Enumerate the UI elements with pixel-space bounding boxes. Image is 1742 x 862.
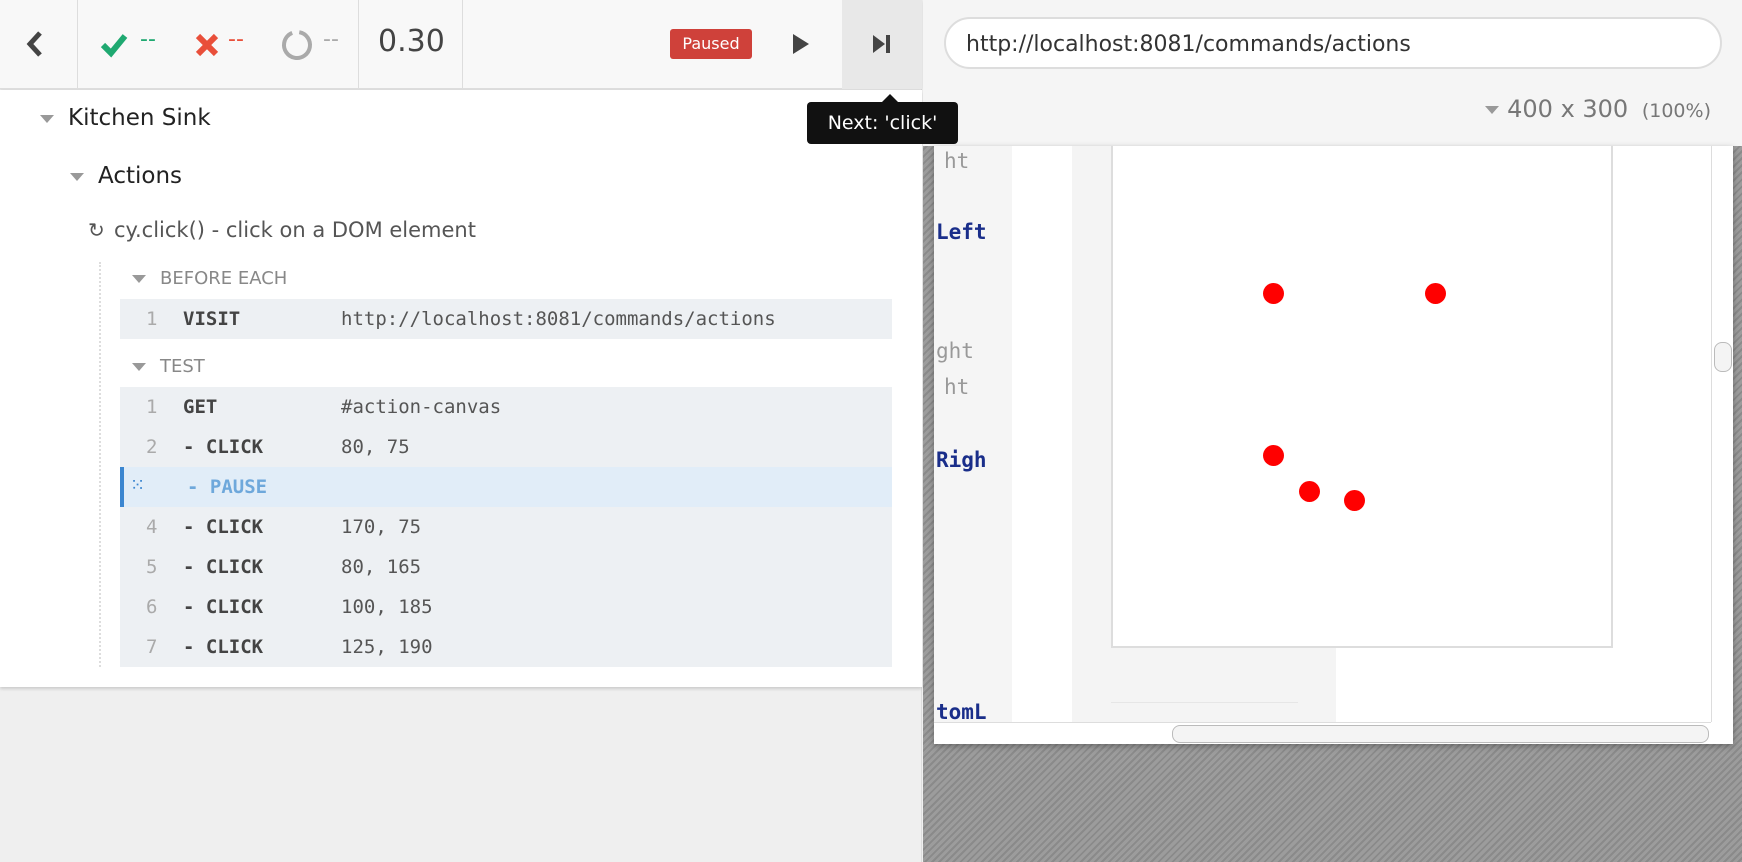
test-title-text: cy.click() - click on a DOM element	[114, 218, 476, 242]
aut-iframe: ht Left ght ht Righ tomL	[934, 146, 1733, 744]
command-message: http://localhost:8081/commands/actions	[341, 308, 776, 330]
code-snippet: ht	[944, 149, 970, 173]
paused-badge: Paused	[670, 29, 752, 59]
scrollbar-thumb[interactable]	[1714, 342, 1732, 372]
back-button[interactable]	[0, 0, 77, 89]
click-dot	[1425, 283, 1446, 304]
next-tooltip: Next: 'click'	[807, 94, 958, 144]
command-message: 125, 190	[341, 636, 433, 658]
click-dot	[1263, 283, 1284, 304]
code-snippet: tomL	[936, 700, 987, 724]
click-dot	[1263, 445, 1284, 466]
resume-button[interactable]	[775, 0, 830, 89]
viewport-size: 400 x 300	[1507, 95, 1629, 123]
command-row[interactable]: 2 - CLICK 80, 75	[120, 427, 892, 467]
code-snippet: Righ	[936, 448, 987, 472]
caret-down-icon	[70, 172, 84, 181]
code-snippet: ght	[936, 339, 974, 363]
play-icon	[793, 34, 809, 54]
command-message: 80, 165	[341, 556, 422, 578]
suite-actions[interactable]: Actions	[70, 163, 182, 189]
check-icon	[100, 34, 128, 58]
command-number: 1	[146, 396, 158, 418]
code-snippet: Left	[936, 220, 987, 244]
command-row[interactable]: ⁙ - PAUSE	[120, 467, 892, 507]
command-number: 1	[146, 308, 158, 330]
pending-circle-icon	[282, 30, 312, 60]
aut-header: http://localhost:8081/commands/actions 4…	[923, 0, 1742, 146]
code-column: ht Left ght ht Righ tomL	[934, 146, 1012, 744]
command-message: #action-canvas	[341, 396, 502, 418]
command-name: - PAUSE	[187, 476, 268, 498]
click-dot	[1299, 481, 1320, 502]
command-message: 80, 75	[341, 436, 410, 458]
command-name: - CLICK	[183, 516, 264, 538]
caret-down-icon	[132, 275, 146, 283]
command-name: - CLICK	[183, 596, 264, 618]
command-number: 2	[146, 436, 158, 458]
command-row[interactable]: 4 - CLICK 170, 75	[120, 507, 892, 547]
hook-before-each[interactable]: BEFORE EACH	[132, 268, 287, 289]
viewport-scale: (100%)	[1641, 100, 1711, 122]
url-bar[interactable]: http://localhost:8081/commands/actions	[944, 17, 1722, 69]
command-number: 7	[146, 636, 158, 658]
divider	[1111, 702, 1298, 703]
command-name: - CLICK	[183, 636, 264, 658]
action-canvas[interactable]	[1111, 146, 1613, 648]
command-name: VISIT	[183, 308, 241, 330]
caret-down-icon	[132, 363, 146, 371]
command-row[interactable]: 5 - CLICK 80, 165	[120, 547, 892, 587]
failed-count: --	[228, 27, 244, 52]
command-name: - CLICK	[183, 436, 264, 458]
refresh-icon: ↻	[88, 218, 105, 242]
hook-test[interactable]: TEST	[132, 356, 205, 377]
reporter-toolbar: -- -- -- 0.30 Paused	[0, 0, 922, 89]
code-snippet: ht	[944, 375, 970, 399]
pending-count: --	[323, 27, 339, 52]
test-title[interactable]: ↻ cy.click() - click on a DOM element	[88, 218, 476, 242]
x-icon	[195, 33, 219, 57]
command-number: 4	[146, 516, 158, 538]
passed-count: --	[140, 27, 156, 52]
caret-down-icon	[1485, 106, 1500, 114]
command-number: 6	[146, 596, 158, 618]
command-row[interactable]: 1 GET #action-canvas	[120, 387, 892, 427]
command-row[interactable]: 7 - CLICK 125, 190	[120, 627, 892, 667]
step-forward-icon	[873, 35, 890, 53]
spinner-icon: ⁙	[130, 475, 146, 496]
hook-label: TEST	[160, 356, 205, 377]
hooks-indent-line	[99, 262, 101, 667]
caret-down-icon	[40, 114, 54, 123]
suite-title: Actions	[98, 163, 183, 189]
command-message: 100, 185	[341, 596, 433, 618]
chevron-left-icon	[26, 31, 42, 57]
horizontal-scrollbar[interactable]	[934, 722, 1711, 744]
command-name: - CLICK	[183, 556, 264, 578]
next-step-button[interactable]	[842, 0, 922, 89]
vertical-scrollbar[interactable]	[1711, 146, 1733, 722]
command-row[interactable]: 1 VISIT http://localhost:8081/commands/act…	[120, 299, 892, 339]
duration: 0.30	[378, 24, 445, 59]
viewport-info[interactable]: 400 x 300 (100%)	[1485, 95, 1711, 123]
suite-kitchen-sink[interactable]: Kitchen Sink	[40, 105, 211, 131]
scrollbar-thumb[interactable]	[1172, 725, 1709, 743]
command-name: GET	[183, 396, 218, 418]
tooltip-text: Next: 'click'	[827, 112, 938, 134]
command-message: 170, 75	[341, 516, 422, 538]
hook-label: BEFORE EACH	[160, 268, 288, 289]
suite-title: Kitchen Sink	[68, 105, 211, 131]
click-dot	[1344, 490, 1365, 511]
command-number: 5	[146, 556, 158, 578]
command-row[interactable]: 6 - CLICK 100, 185	[120, 587, 892, 627]
